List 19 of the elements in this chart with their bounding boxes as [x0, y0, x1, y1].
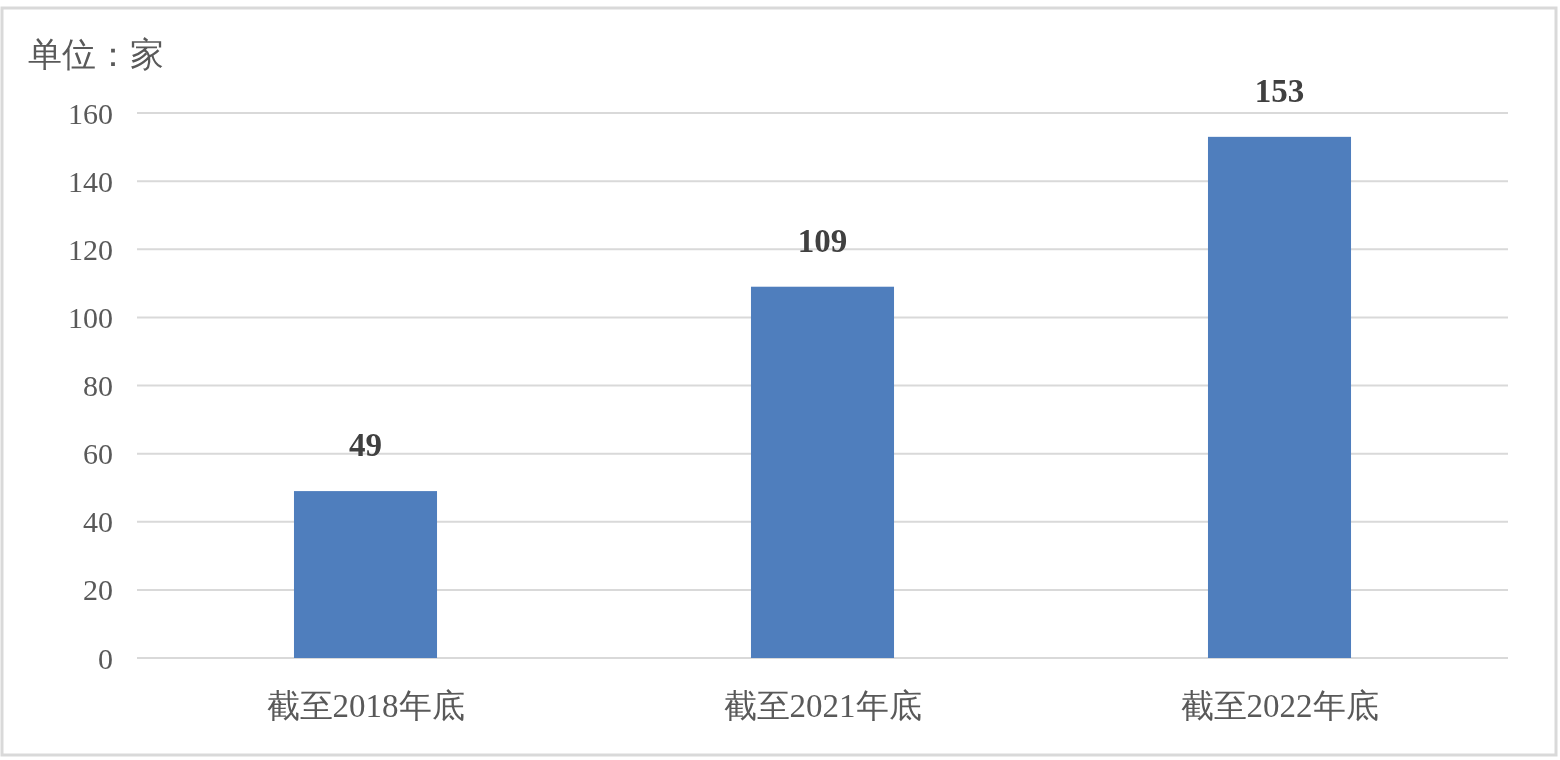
data-label: 109: [797, 222, 848, 259]
x-tick-label: 截至2018年底: [266, 688, 465, 724]
bar: [750, 286, 895, 658]
y-tick-label: 60: [83, 437, 113, 471]
y-tick-label: 120: [68, 232, 113, 266]
x-tick-label: 截至2021年底: [723, 688, 922, 724]
x-tick-label: 截至2022年底: [1180, 688, 1379, 724]
y-tick-label: 40: [83, 505, 113, 539]
y-tick-label: 160: [68, 96, 113, 130]
y-tick-label: 80: [83, 369, 113, 402]
y-tick-label: 0: [98, 641, 113, 675]
y-axis-title: 单位：家: [28, 35, 164, 73]
data-label: 49: [349, 427, 382, 464]
bar: [293, 491, 438, 658]
bar: [1207, 136, 1352, 658]
data-label: 153: [1254, 72, 1305, 109]
y-tick-label: 100: [68, 300, 113, 334]
y-tick-label: 20: [83, 573, 113, 607]
y-tick-label: 140: [68, 164, 113, 198]
